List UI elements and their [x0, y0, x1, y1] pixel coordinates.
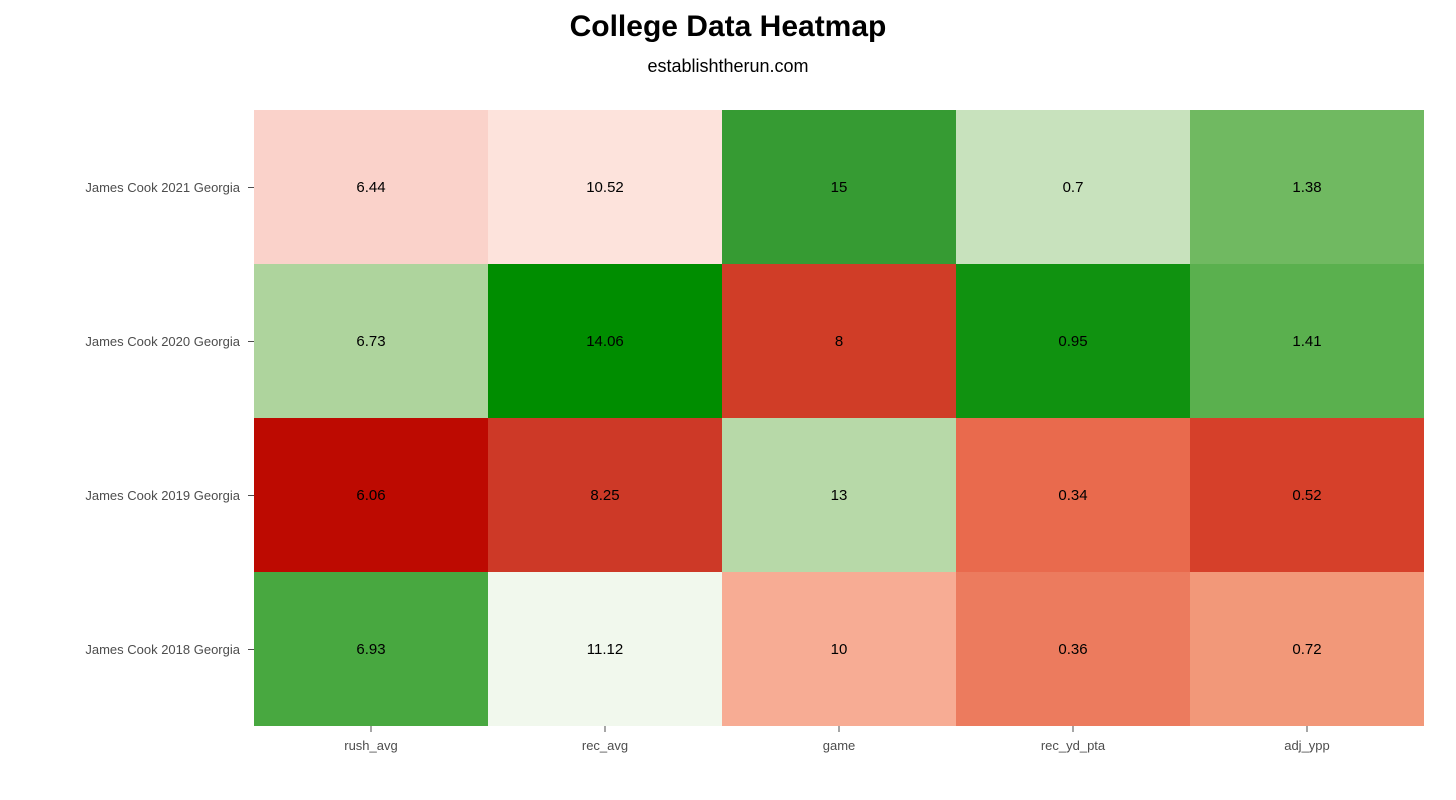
heatmap-cell: 0.34	[956, 418, 1190, 572]
heatmap-cell: 11.12	[488, 572, 722, 726]
heatmap-cell: 14.06	[488, 264, 722, 418]
x-axis-tick	[839, 726, 840, 732]
heatmap-cell: 0.95	[956, 264, 1190, 418]
y-axis-label: James Cook 2020 Georgia	[10, 264, 248, 418]
x-axis-label: game	[722, 732, 956, 753]
heatmap-cell: 6.44	[254, 110, 488, 264]
x-axis-label: adj_ypp	[1190, 732, 1424, 753]
heatmap-cell: 6.93	[254, 572, 488, 726]
x-axis-label-text: adj_ypp	[1190, 732, 1424, 753]
x-axis-label-text: rush_avg	[254, 732, 488, 753]
x-axis-labels: rush_avgrec_avggamerec_yd_ptaadj_ypp	[254, 732, 1424, 753]
heatmap-cell: 6.73	[254, 264, 488, 418]
heatmap-cell: 1.41	[1190, 264, 1424, 418]
x-axis-tick	[1307, 726, 1308, 732]
x-axis-label-text: game	[722, 732, 956, 753]
y-axis-label: James Cook 2019 Georgia	[10, 418, 248, 572]
x-axis-label-text: rec_avg	[488, 732, 722, 753]
y-axis-label-text: James Cook 2021 Georgia	[85, 180, 242, 195]
y-axis-label: James Cook 2021 Georgia	[10, 110, 248, 264]
heatmap-cell: 0.7	[956, 110, 1190, 264]
chart-title: College Data Heatmap	[0, 10, 1456, 44]
x-axis-tick	[605, 726, 606, 732]
heatmap-cell: 6.06	[254, 418, 488, 572]
heatmap-cell: 0.52	[1190, 418, 1424, 572]
heatmap-grid: 6.4410.52150.71.38 6.7314.0680.951.41 6.06…	[254, 110, 1424, 726]
y-axis-label: James Cook 2018 Georgia	[10, 572, 248, 726]
heatmap-cell: 0.36	[956, 572, 1190, 726]
heatmap-cell: 0.72	[1190, 572, 1424, 726]
x-axis-tick	[1073, 726, 1074, 732]
x-axis-label: rush_avg	[254, 732, 488, 753]
y-axis-label-text: James Cook 2020 Georgia	[85, 334, 242, 349]
y-axis-label-text: James Cook 2019 Georgia	[85, 488, 242, 503]
heatmap-cell: 8.25	[488, 418, 722, 572]
heatmap-cell: 1.38	[1190, 110, 1424, 264]
heatmap-cell: 13	[722, 418, 956, 572]
x-axis-label-text: rec_yd_pta	[956, 732, 1190, 753]
x-axis-tick	[371, 726, 372, 732]
heatmap-cell: 8	[722, 264, 956, 418]
chart-subtitle: establishtherun.com	[0, 56, 1456, 77]
heatmap-cell: 15	[722, 110, 956, 264]
heatmap-cell: 10.52	[488, 110, 722, 264]
x-axis-label: rec_yd_pta	[956, 732, 1190, 753]
heatmap-cell: 10	[722, 572, 956, 726]
y-axis-label-text: James Cook 2018 Georgia	[85, 642, 242, 657]
y-axis-labels: James Cook 2021 Georgia James Cook 2020 G…	[10, 110, 248, 726]
x-axis-label: rec_avg	[488, 732, 722, 753]
heatmap-chart: College Data Heatmap establishtherun.com…	[0, 0, 1456, 800]
